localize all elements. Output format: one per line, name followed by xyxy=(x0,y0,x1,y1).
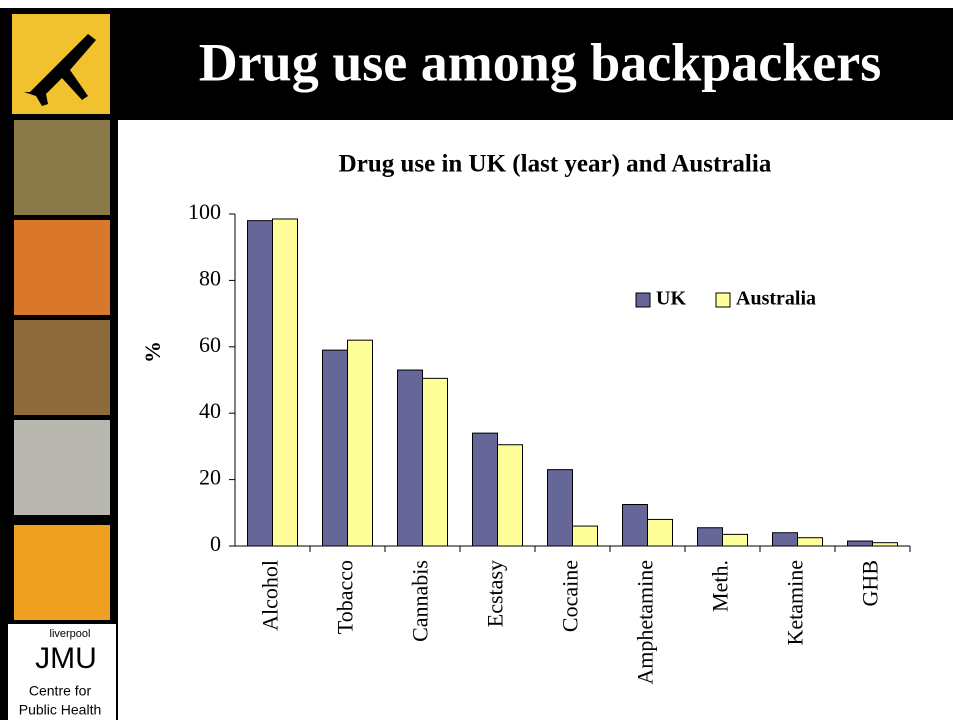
photo xyxy=(14,120,110,215)
bar xyxy=(872,542,898,547)
bar xyxy=(472,432,498,547)
legend-swatch xyxy=(715,292,731,308)
x-tick-label: GHB xyxy=(858,560,883,606)
bar xyxy=(622,504,648,547)
x-tick-label: Amphetamine xyxy=(633,560,658,685)
bar xyxy=(422,377,448,547)
bar xyxy=(772,532,798,547)
y-tick-label: 60 xyxy=(199,332,221,357)
bar xyxy=(547,469,573,547)
x-tick-label: Ketamine xyxy=(783,560,808,646)
x-tick-label: Cocaine xyxy=(558,560,583,632)
bar xyxy=(322,349,348,547)
y-tick-label: 20 xyxy=(199,465,221,490)
logo-caption: Public Health xyxy=(19,702,102,718)
slide-title: Drug use among backpackers xyxy=(199,32,882,92)
y-tick-label: 100 xyxy=(188,199,221,224)
x-tick-label: Alcohol xyxy=(258,560,283,631)
photo xyxy=(14,420,110,515)
x-tick-label: Ecstasy xyxy=(483,560,508,627)
bar xyxy=(397,369,423,547)
bar xyxy=(697,527,723,547)
bar xyxy=(272,218,298,547)
bar xyxy=(847,540,873,547)
bar xyxy=(572,525,598,547)
y-tick-label: 40 xyxy=(199,398,221,423)
logo-top: liverpool xyxy=(50,628,91,640)
x-tick-label: Meth. xyxy=(708,560,733,612)
legend-swatch xyxy=(635,292,651,308)
bar xyxy=(347,339,373,547)
photo xyxy=(14,220,110,315)
logo-main: JMU xyxy=(35,642,97,675)
x-tick-label: Cannabis xyxy=(408,560,433,642)
bar xyxy=(722,533,748,547)
bar xyxy=(647,518,673,547)
title-bar xyxy=(0,8,953,120)
legend-label: Australia xyxy=(736,288,816,310)
bar xyxy=(497,444,523,547)
y-tick-label: 80 xyxy=(199,265,221,290)
y-axis-label: % xyxy=(140,341,165,363)
chart-title: Drug use in UK (last year) and Australia xyxy=(339,151,772,178)
bar xyxy=(797,537,823,547)
plane-icon xyxy=(24,34,96,106)
photo xyxy=(14,320,110,415)
x-tick-label: Tobacco xyxy=(333,560,358,634)
photo xyxy=(14,525,110,620)
y-tick-label: 0 xyxy=(210,531,221,556)
legend-label: UK xyxy=(656,288,686,310)
logo-bg xyxy=(8,624,116,720)
bar xyxy=(247,220,273,547)
logo-caption: Centre for xyxy=(29,683,92,699)
